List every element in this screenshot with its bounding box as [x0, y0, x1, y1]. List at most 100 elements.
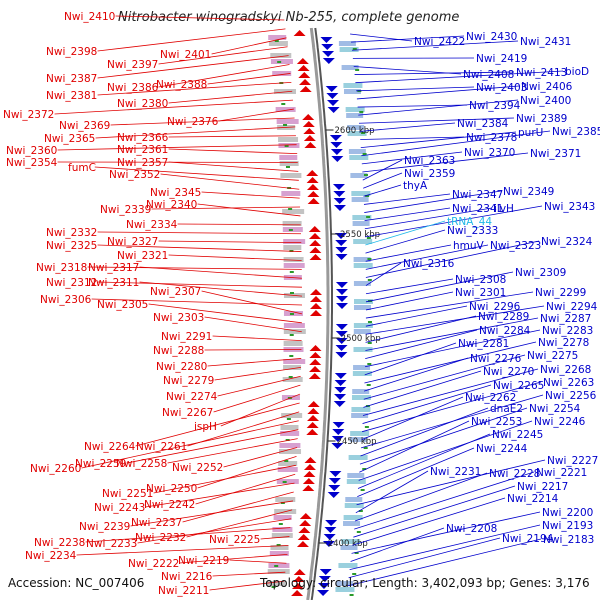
feature-block [345, 107, 365, 112]
right-gene-leader-line [354, 71, 515, 75]
left-gene-leader-line [217, 375, 301, 397]
gene-arrow-right-strand [333, 205, 346, 211]
right-gene-label: Nwi_2194 [502, 533, 554, 545]
gene-arrow-right-strand [335, 352, 348, 358]
feature-block [350, 173, 368, 178]
feature-block [347, 125, 365, 130]
gene-arrow-right-strand [328, 485, 341, 491]
right-gene-leader-line [349, 524, 541, 571]
feature-block [269, 551, 289, 556]
right-gene-leader-line [364, 341, 537, 384]
feature-block [353, 323, 373, 328]
right-gene-label: Nwi_2278 [538, 337, 589, 349]
gc-tick [360, 489, 365, 491]
gene-arrow-left-strand [293, 569, 306, 575]
right-gene-label: Nwi_2341 [452, 203, 503, 215]
left-gene-leader-line [158, 64, 290, 88]
left-gene-leader-line [158, 240, 302, 244]
feature-block [353, 365, 371, 370]
left-gene-label: Nwi_2388 [156, 79, 207, 91]
gene-arrow-left-strand [307, 408, 320, 414]
feature-block [279, 155, 298, 160]
right-gene-leader-line [363, 193, 451, 205]
right-gene-label: Nwi_2253 [471, 416, 522, 428]
right-gene-label: Nwi_2268 [540, 364, 591, 376]
gc-tick [281, 103, 286, 105]
feature-block [348, 149, 366, 154]
feature-block [353, 347, 373, 352]
feature-block [281, 413, 303, 418]
feature-block [283, 263, 305, 268]
left-gene-label: Nwi_2372 [3, 109, 54, 121]
gc-tick [289, 355, 294, 357]
left-gene-leader-line [204, 316, 302, 333]
right-gene-leader-line [365, 220, 446, 246]
left-gene-label: Nwi_2242 [144, 499, 195, 511]
left-gene-leader-line [145, 482, 295, 508]
right-gene-leader-line [359, 407, 528, 465]
left-gene-label: Nwi_2267 [162, 407, 213, 419]
left-gene-leader-line [76, 545, 289, 556]
gene-arrow-left-strand [304, 457, 317, 463]
left-gene-label: Nwi_2321 [117, 250, 168, 262]
right-gene-label: Nwi_2384 [457, 118, 509, 130]
left-gene-leader-line [211, 37, 287, 55]
left-gene-label: fumC [68, 162, 96, 174]
gc-tick [362, 153, 367, 155]
gene-arrow-right-strand [319, 569, 332, 575]
gene-arrow-right-strand [327, 492, 340, 498]
right-gene-leader-line [365, 315, 477, 343]
feature-block [272, 527, 293, 532]
left-gene-leader-line [158, 46, 288, 65]
feature-block [268, 41, 288, 46]
gene-arrow-left-strand [309, 240, 322, 246]
left-gene-label: Nwi_2397 [107, 59, 158, 71]
right-gene-leader-line [359, 122, 456, 132]
right-gene-leader-line [363, 370, 482, 408]
right-gene-label: Nwi_2227 [547, 455, 598, 467]
right-gene-label: tRNA_44 [447, 216, 492, 228]
right-gene-label: Nwi_2308 [455, 274, 506, 286]
right-gene-leader-line [364, 329, 541, 368]
left-gene-label: Nwi_2239 [79, 521, 130, 533]
feature-block [280, 425, 299, 430]
right-gene-label: Nwi_2419 [476, 53, 527, 65]
gc-tick [367, 321, 372, 323]
gc-tick [280, 502, 285, 504]
feature-block [335, 587, 355, 592]
gc-tick [364, 426, 369, 428]
feature-block [351, 395, 371, 400]
right-gene-label: dnaE2 [490, 403, 523, 415]
right-gene-label: Nwi_2430 [466, 31, 517, 43]
gene-arrow-right-strand [331, 156, 344, 162]
left-gene-leader-line [135, 402, 300, 447]
feature-block [345, 497, 363, 502]
gene-arrow-right-strand [322, 51, 335, 57]
feature-block [279, 161, 299, 166]
left-gene-leader-line [94, 166, 299, 181]
gene-arrow-left-strand [309, 289, 322, 295]
left-gene-leader-line [209, 580, 285, 591]
feature-block [276, 119, 299, 124]
left-gene-label: Nwi_2311 [88, 277, 139, 289]
gc-tick [366, 384, 371, 386]
feature-block [336, 581, 354, 586]
gene-arrow-right-strand [335, 324, 348, 330]
gene-arrow-left-strand [296, 541, 309, 547]
right-gene-label: Nwi_2309 [515, 267, 566, 279]
left-gene-leader-line [126, 429, 299, 464]
left-gene-leader-line [57, 161, 298, 163]
right-gene-leader-line [365, 244, 452, 262]
right-gene-leader-line [350, 527, 445, 562]
right-gene-label: Nwi_2349 [503, 186, 554, 198]
feature-block [340, 545, 358, 550]
gc-tick [289, 292, 294, 294]
feature-block [282, 221, 302, 226]
left-gene-leader-line [148, 303, 302, 324]
feature-block [279, 449, 302, 454]
right-gene-leader-line [357, 433, 491, 489]
feature-block [343, 89, 361, 94]
gene-arrow-right-strand [334, 387, 347, 393]
feature-block [268, 35, 287, 40]
right-gene-label: Nwi_2244 [476, 443, 528, 455]
